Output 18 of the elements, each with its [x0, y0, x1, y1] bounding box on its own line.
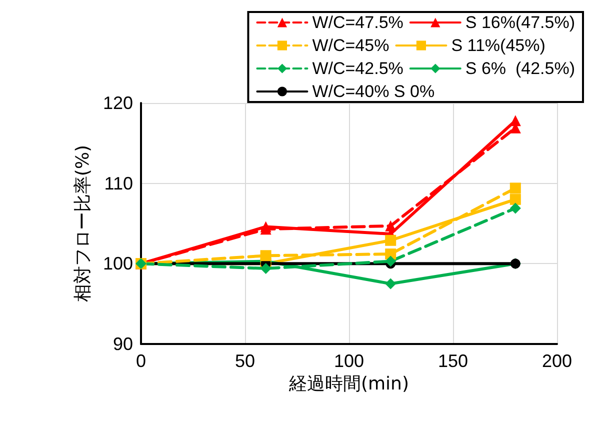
legend-label: W/C=42.5%	[312, 59, 404, 78]
legend-label: W/C=47.5%	[312, 13, 404, 32]
y-tick-label: 90	[112, 334, 133, 354]
legend-label: W/C=40% S 0%	[312, 82, 435, 101]
x-tick-label: 50	[234, 351, 256, 371]
legend-label: W/C=45%	[312, 36, 390, 55]
x-tick-label: 0	[136, 351, 146, 371]
legend-label: S 11%(45%)	[451, 36, 546, 55]
y-tick-label: 120	[102, 93, 133, 113]
x-tick-label: 100	[334, 351, 364, 371]
x-tick-label: 200	[542, 351, 572, 371]
x-tick-label: 150	[438, 351, 468, 371]
legend-label: S 16%(47.5%)	[465, 13, 576, 32]
y-tick-label: 100	[102, 254, 133, 274]
legend-label: S 6% (42.5%)	[465, 59, 575, 78]
y-axis-title: 相対フロー比率(%)	[72, 144, 94, 302]
x-axis-title: 経過時間(min)	[288, 373, 409, 394]
y-tick-label: 110	[104, 173, 133, 194]
